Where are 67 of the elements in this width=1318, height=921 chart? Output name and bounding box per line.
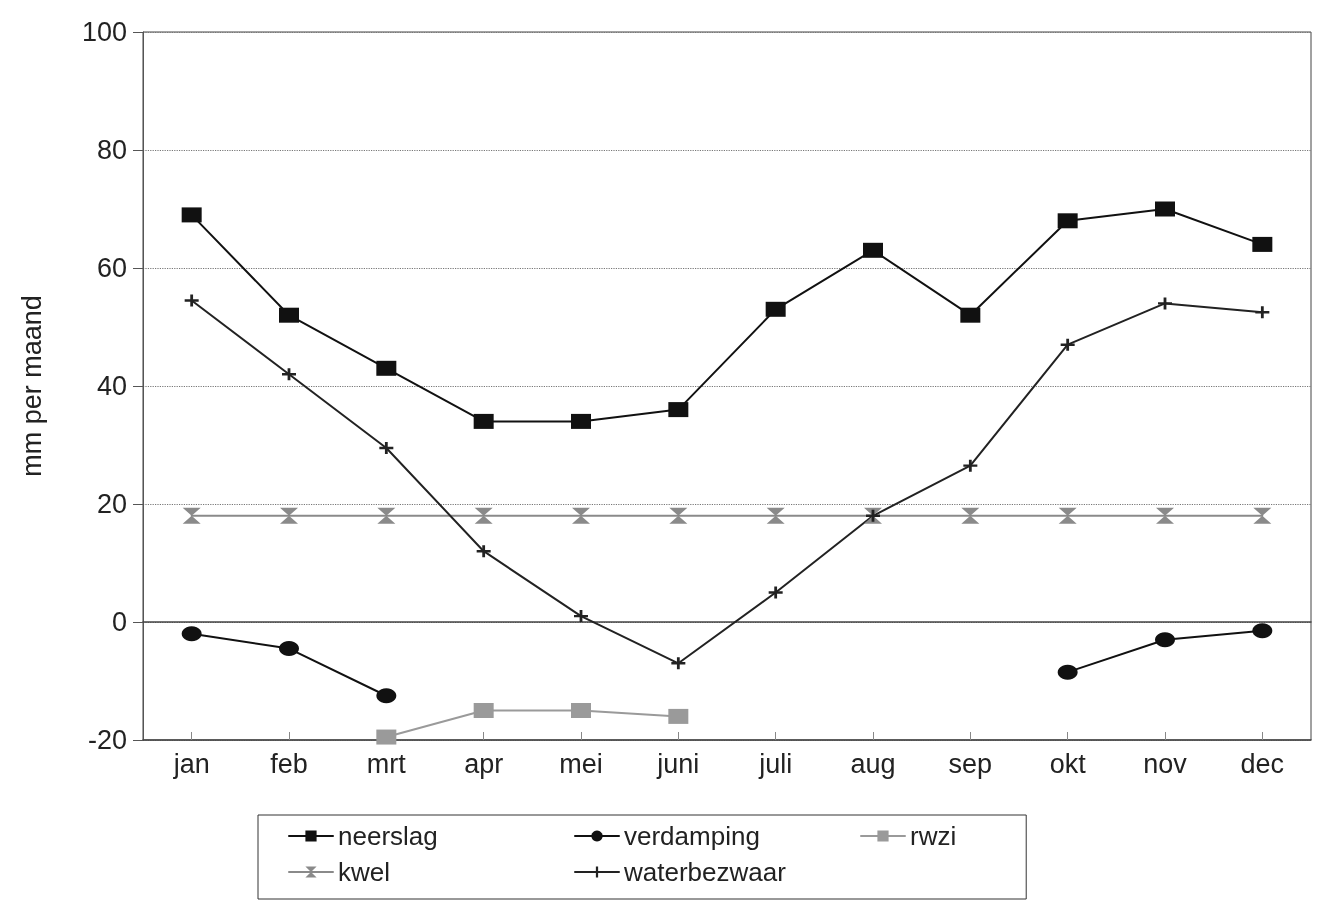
x-tick-label: juni [656,748,700,779]
point [377,507,396,524]
point [1057,664,1078,680]
point [473,703,494,718]
point [279,641,299,657]
point [1255,306,1270,319]
point [1252,236,1273,252]
point [280,507,298,524]
point [571,703,591,718]
x-tick-label: mei [559,748,603,779]
point [379,441,394,454]
point [960,307,981,323]
x-tick-label: jan [172,748,210,779]
point [863,242,883,258]
x-tick-label: aug [850,748,896,779]
point [184,294,199,307]
legend-label: verdamping [624,821,760,851]
point [376,729,397,745]
point [1156,507,1174,524]
point [376,688,397,704]
point [668,402,689,418]
point [768,586,783,599]
point [1252,623,1273,639]
point [473,413,494,429]
x-tick-label: feb [270,748,308,779]
point [181,207,202,223]
legend-label: waterbezwaar [623,857,787,887]
point [766,507,785,524]
x-tick-label: sep [948,748,993,779]
point [765,301,786,317]
point [376,360,397,376]
point [476,545,491,558]
y-tick-label: 80 [96,135,127,165]
point [572,507,590,524]
x-tick-label: apr [464,748,504,779]
legend-label: rwzi [910,821,957,851]
point [1158,297,1172,310]
y-tick-label: 0 [111,607,127,637]
y-tick-label: -20 [87,725,127,755]
point [963,459,978,472]
point [1060,338,1075,351]
x-tick-label: nov [1143,748,1188,779]
y-axis-title: mm per maand [16,295,47,477]
x-tick-label: dec [1240,748,1285,779]
point [182,507,201,524]
x-tick-label: okt [1049,748,1087,779]
point [181,626,202,642]
y-tick-label: 100 [81,17,127,47]
point [571,413,591,429]
point [1155,632,1175,648]
point [279,307,299,323]
legend-label: neerslag [338,821,438,851]
point [671,657,686,670]
x-tick-label: juli [758,748,793,779]
y-tick-label: 20 [96,489,127,519]
point [1058,507,1077,524]
y-tick-label: 40 [96,371,127,401]
point [961,507,980,524]
x-tick-label: mrt [366,748,407,779]
y-tick-label: 60 [96,253,127,283]
point [1155,201,1175,217]
legend-label: kwel [338,857,391,887]
point [1253,507,1272,524]
point [668,708,689,724]
point [669,507,688,524]
point [1057,213,1078,229]
point [474,507,493,524]
